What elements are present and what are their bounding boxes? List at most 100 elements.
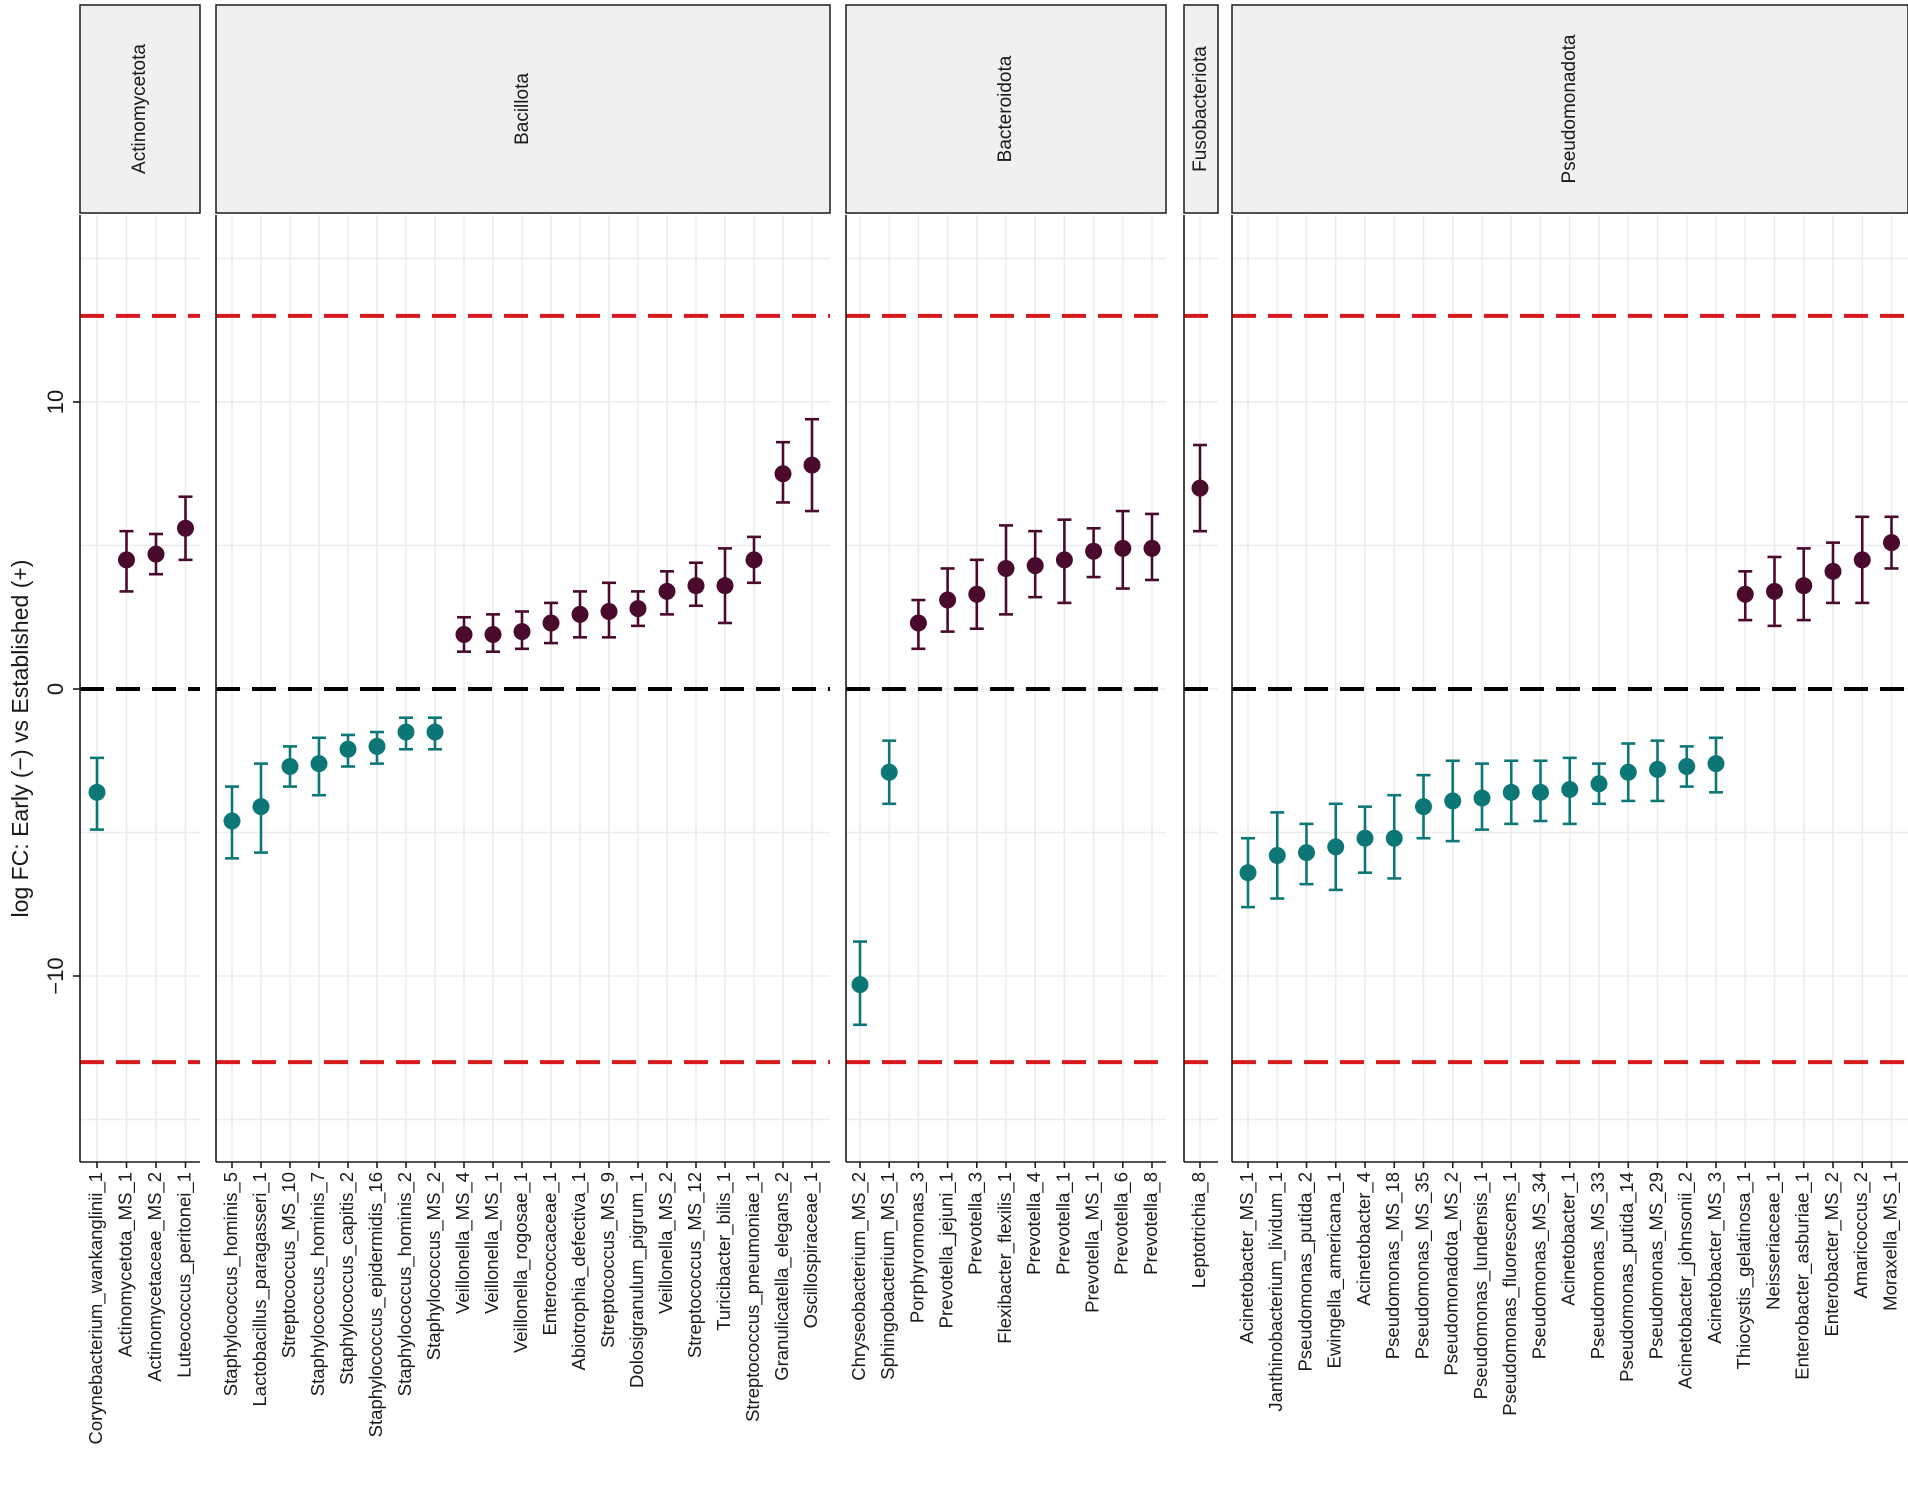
data-point (368, 737, 386, 755)
x-tick-label: Ewingella_americana_1 (1324, 1172, 1346, 1368)
data-point (939, 591, 957, 609)
data-point (803, 456, 821, 474)
x-tick-label: Corynebacterium_wankanglinii_1 (85, 1172, 107, 1445)
x-tick-label: Enterobacter_MS_2 (1821, 1172, 1843, 1337)
y-tick-label: 0 (43, 683, 68, 695)
x-tick-label: Staphylococcus_MS_2 (423, 1172, 445, 1360)
x-tick-label: Streptococcus_MS_9 (597, 1172, 619, 1348)
x-tick-label: Staphylococcus_hominis_5 (220, 1172, 242, 1396)
x-tick-label: Enterobacter_asburiae_1 (1792, 1172, 1814, 1380)
data-point (118, 551, 135, 569)
facet-label: Actinomycetota (129, 44, 150, 174)
data-point (1385, 829, 1403, 847)
x-tick-label: Pseudomonas_fluorescens_1 (1499, 1172, 1521, 1416)
data-point (1415, 798, 1432, 816)
data-point (1143, 539, 1161, 557)
facet-label: Fusobacteriota (1190, 46, 1211, 172)
x-tick-label: Prevotella_8 (1140, 1172, 1162, 1275)
x-tick-label: Abiotrophia_defectiva_1 (568, 1172, 590, 1371)
facet-strip (845, 4, 1167, 214)
data-point (88, 783, 106, 801)
facet-panel-fusobacteriota: Fusobacteriota Leptotrichia_8 (1183, 4, 1219, 1288)
x-tick-label: Pseudomonas_MS_33 (1587, 1172, 1609, 1359)
x-tick-label: Prevotella_3 (965, 1172, 987, 1275)
x-tick-label: Granulicatella_elegans_2 (771, 1172, 793, 1381)
data-point (513, 623, 531, 641)
x-tick-label: Veillonella_MS_4 (452, 1172, 474, 1314)
data-point (774, 465, 792, 483)
data-point (1026, 557, 1044, 575)
x-tick-label: Staphylococcus_hominis_7 (307, 1172, 329, 1396)
x-tick-label: Amaricoccus_2 (1850, 1172, 1872, 1298)
data-point (1298, 844, 1315, 862)
data-point (1883, 534, 1900, 552)
x-tick-label: Prevotella_4 (1023, 1172, 1045, 1275)
x-tick-label: Flexibacter_flexilis_1 (994, 1172, 1016, 1344)
x-tick-label: Streptococcus_MS_10 (278, 1172, 300, 1358)
x-tick-label: Sphingobacterium_MS_1 (877, 1172, 899, 1380)
x-tick-label: Staphylococcus_hominis_2 (394, 1172, 416, 1396)
x-tick-label: Pseudomonas_putida_14 (1616, 1172, 1638, 1382)
x-tick-label: Dolosigranulum_pigrum_1 (626, 1172, 648, 1388)
x-tick-label: Acinetobacter_4 (1353, 1172, 1375, 1306)
facet-label: Bacillota (512, 73, 533, 145)
data-point (1736, 585, 1754, 603)
facet-panel-bacteroidota: Bacteroidota Chryseobacterium_MS_2 Sphingo… (845, 4, 1167, 1381)
x-tick-label: Acinetobacter_MS_1 (1236, 1172, 1258, 1344)
y-axis-title: log FC: Early (−) vs Established (+) (7, 560, 33, 918)
facet-panel-actinomycetota: Actinomycetota Corynebacterium_wankanglin… (79, 4, 201, 1445)
data-point (1766, 582, 1783, 600)
x-tick-label: Pseudomonas_MS_35 (1411, 1172, 1433, 1359)
data-point (1619, 763, 1637, 781)
data-point (339, 740, 357, 758)
x-tick-label: Pseudomonas_MS_34 (1528, 1172, 1550, 1359)
data-point (687, 577, 705, 595)
data-point (629, 600, 647, 618)
data-point (1532, 783, 1549, 801)
data-point (909, 614, 927, 632)
x-tick-label: Streptococcus_pneumoniae_1 (742, 1172, 764, 1422)
facet-strip (215, 4, 831, 214)
data-point (177, 519, 194, 537)
x-tick-label: Veillonella_rogosae_1 (510, 1172, 532, 1353)
data-point (716, 577, 734, 595)
x-tick-label: Enterococcaceae_1 (539, 1172, 561, 1336)
data-point (745, 551, 763, 569)
data-point (310, 755, 328, 773)
data-point (851, 976, 869, 994)
x-tick-label: Oscillospiraceae_1 (800, 1172, 822, 1328)
x-tick-label: Pseudomonas_MS_18 (1382, 1172, 1404, 1359)
data-point (1268, 846, 1286, 864)
data-point (1561, 780, 1579, 798)
data-point (1649, 760, 1666, 778)
facet-label: Pseudomonadota (1559, 34, 1580, 183)
data-point (1853, 551, 1871, 569)
data-point (542, 614, 560, 632)
data-point (1444, 792, 1462, 810)
facet-label: Bacteroidota (995, 55, 1016, 162)
data-point (997, 559, 1015, 577)
data-point (880, 763, 898, 781)
data-point (968, 585, 986, 603)
data-point (571, 605, 589, 623)
x-tick-label: Chryseobacterium_MS_2 (848, 1172, 870, 1381)
x-tick-label: Moraxella_MS_1 (1879, 1172, 1901, 1311)
data-point (1795, 577, 1813, 595)
x-tick-label: Pseudomonas_lundensis_1 (1470, 1172, 1492, 1399)
data-point (252, 798, 270, 816)
data-point (1824, 562, 1842, 580)
x-tick-label: Staphylococcus_epidermidis_16 (365, 1172, 387, 1437)
x-tick-label: Pseudomonas_putida_2 (1294, 1172, 1316, 1372)
data-point (1114, 539, 1132, 557)
x-tick-label: Acinetobacter_MS_3 (1704, 1172, 1726, 1344)
data-point (1502, 783, 1520, 801)
x-tick-label: Veillonella_MS_2 (655, 1172, 677, 1314)
data-point (1085, 542, 1103, 560)
data-point (455, 625, 473, 643)
x-tick-label: Neisseriaceae_1 (1762, 1172, 1784, 1310)
x-tick-label: Acinetobacter_1 (1558, 1172, 1580, 1306)
facet-strip (1183, 4, 1219, 214)
data-point (426, 723, 444, 741)
x-tick-label: Janthinobacterium_lividum_1 (1265, 1172, 1287, 1412)
